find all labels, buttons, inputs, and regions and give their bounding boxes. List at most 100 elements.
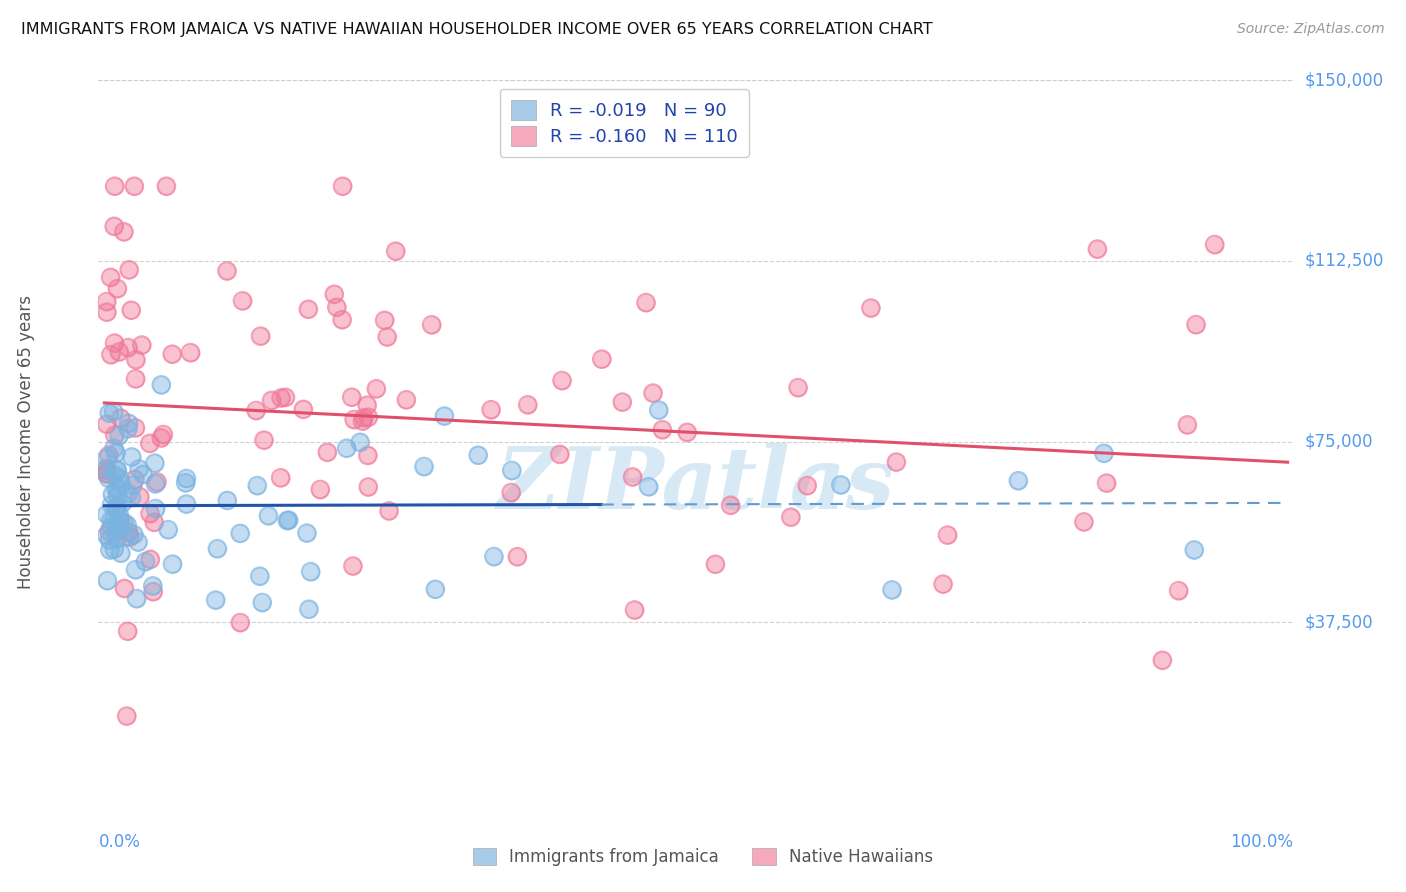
Point — [1204, 237, 1226, 252]
Point — [932, 577, 955, 591]
Point — [139, 552, 162, 566]
Point — [162, 557, 184, 571]
Point — [316, 445, 339, 459]
Point — [676, 425, 699, 440]
Point — [179, 345, 201, 359]
Point — [859, 301, 882, 315]
Point — [467, 448, 489, 462]
Point — [332, 179, 354, 194]
Legend: R = -0.019   N = 90, R = -0.160   N = 110: R = -0.019 N = 90, R = -0.160 N = 110 — [499, 89, 749, 157]
Point — [134, 555, 156, 569]
Point — [356, 398, 378, 412]
Point — [162, 347, 184, 361]
Point — [217, 493, 239, 508]
Point — [132, 467, 155, 482]
Point — [96, 463, 118, 477]
Point — [342, 559, 364, 574]
Point — [145, 476, 167, 491]
Point — [676, 425, 699, 440]
Point — [96, 574, 118, 588]
Point — [349, 435, 371, 450]
Point — [384, 244, 406, 259]
Point — [122, 478, 145, 492]
Point — [103, 404, 125, 418]
Point — [124, 472, 146, 486]
Point — [96, 305, 118, 319]
Point — [96, 451, 118, 466]
Point — [107, 489, 129, 503]
Point — [105, 532, 128, 546]
Point — [253, 433, 276, 447]
Point — [1152, 653, 1174, 667]
Point — [108, 516, 131, 531]
Point — [96, 528, 118, 542]
Point — [1177, 417, 1199, 432]
Point — [96, 305, 118, 319]
Point — [152, 427, 174, 442]
Point — [104, 501, 127, 516]
Point — [124, 421, 146, 435]
Point — [880, 582, 903, 597]
Point — [115, 709, 138, 723]
Point — [112, 225, 135, 239]
Point — [98, 524, 121, 539]
Point — [100, 513, 122, 527]
Point — [157, 523, 180, 537]
Point — [299, 565, 322, 579]
Point — [204, 593, 226, 607]
Point — [352, 414, 374, 428]
Point — [395, 392, 418, 407]
Point — [145, 501, 167, 516]
Point — [142, 579, 165, 593]
Point — [326, 300, 349, 314]
Point — [118, 530, 141, 544]
Point — [125, 591, 148, 606]
Point — [207, 541, 229, 556]
Point — [779, 510, 801, 524]
Point — [128, 462, 150, 476]
Point — [880, 582, 903, 597]
Point — [637, 480, 659, 494]
Point — [1182, 543, 1205, 558]
Point — [886, 455, 908, 469]
Point — [139, 436, 162, 450]
Point — [103, 219, 125, 234]
Point — [111, 496, 134, 510]
Point — [298, 602, 321, 616]
Point — [96, 451, 118, 466]
Point — [174, 475, 197, 490]
Point — [96, 508, 118, 522]
Point — [433, 409, 456, 423]
Point — [162, 347, 184, 361]
Point — [501, 485, 523, 500]
Point — [1204, 237, 1226, 252]
Point — [107, 282, 129, 296]
Text: $37,500: $37,500 — [1305, 613, 1374, 632]
Point — [128, 462, 150, 476]
Point — [104, 179, 127, 194]
Point — [274, 390, 297, 404]
Point — [1185, 318, 1208, 332]
Point — [120, 491, 142, 505]
Point — [245, 403, 267, 417]
Point — [124, 179, 146, 194]
Point — [1007, 474, 1029, 488]
Point — [103, 336, 125, 351]
Point — [323, 287, 346, 301]
Point — [176, 471, 198, 485]
Point — [179, 345, 201, 359]
Point — [467, 448, 489, 462]
Point — [108, 471, 131, 485]
Point — [295, 526, 318, 541]
Point — [260, 393, 283, 408]
Point — [112, 516, 135, 530]
Point — [353, 410, 375, 425]
Point — [100, 498, 122, 512]
Point — [157, 523, 180, 537]
Point — [1087, 242, 1109, 256]
Point — [176, 497, 198, 511]
Point — [295, 526, 318, 541]
Point — [1007, 474, 1029, 488]
Point — [114, 582, 136, 596]
Point — [110, 477, 132, 491]
